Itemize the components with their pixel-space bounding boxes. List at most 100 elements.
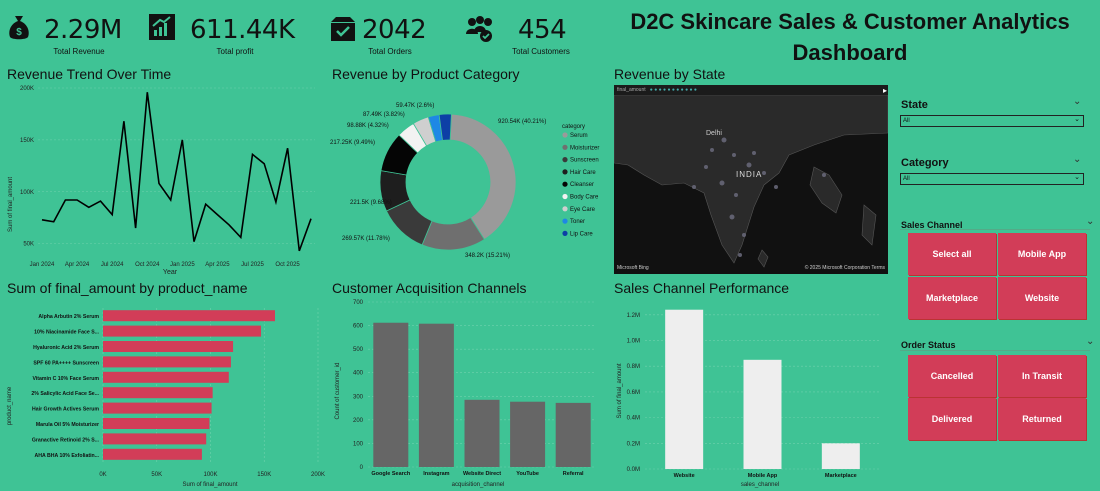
- product-bar[interactable]: [103, 310, 275, 322]
- product-category-label: Alpha Arbutin 2% Serum: [38, 314, 99, 320]
- acquisition-category-label: YouTube: [516, 471, 539, 477]
- map-legend-strip: final_amount ● ● ● ● ● ● ● ● ● ● ●: [614, 85, 888, 95]
- sales-bar[interactable]: [821, 443, 860, 469]
- sales-category-label: Mobile App: [748, 473, 778, 479]
- product-bar[interactable]: [103, 433, 207, 445]
- donut-slice-serum[interactable]: [449, 113, 517, 240]
- trend-x-tick: Apr 2024: [65, 262, 90, 268]
- tile-mobile-app[interactable]: Mobile App: [998, 233, 1086, 275]
- trend-y-axis-label: Sum of final_amount: [8, 177, 14, 232]
- legend-entry[interactable]: Toner: [570, 219, 585, 225]
- sales-y-tick: 0.0M: [627, 467, 640, 473]
- product-y-axis-label: product_name: [7, 386, 13, 425]
- tile-marketplace[interactable]: Marketplace: [908, 277, 996, 319]
- sales-y-tick: 0.8M: [627, 364, 640, 370]
- slice-label-serum: 920.54K (40.21%): [498, 119, 546, 125]
- tile-cancelled[interactable]: Cancelled: [908, 355, 996, 397]
- state-slicer-title: State: [901, 99, 928, 111]
- dashboard-title-line1: D2C Skincare Sales & Customer Analytics: [630, 9, 1070, 34]
- slice-label-cleanser: 217.25K (9.49%): [330, 140, 375, 146]
- map-label-india: INDIA: [736, 170, 763, 179]
- legend-entry[interactable]: Hair Care: [570, 170, 596, 176]
- product-bar[interactable]: [103, 448, 202, 460]
- map-scroll-icon[interactable]: ▸: [883, 86, 888, 95]
- acquisition-bar[interactable]: [510, 401, 546, 467]
- product-category-label: SPF 60 PA++++ Sunscreen: [33, 360, 99, 366]
- revenue-category-title: Revenue by Product Category: [332, 66, 520, 82]
- tile-website[interactable]: Website: [998, 277, 1086, 319]
- acquisition-bar[interactable]: [418, 323, 454, 467]
- sales-y-tick: 0.4M: [627, 416, 640, 422]
- acquisition-bar[interactable]: [555, 402, 591, 467]
- map-legend-dots: ● ● ● ● ● ● ● ● ● ● ●: [647, 87, 697, 93]
- product-bar[interactable]: [103, 356, 231, 368]
- legend-entry[interactable]: Serum: [570, 133, 588, 139]
- product-amount-chart: Alpha Arbutin 2% Serum 10% Niacinamide Fa…: [7, 308, 325, 488]
- legend-entry[interactable]: Eye Care: [570, 207, 596, 213]
- svg-text:$: $: [16, 27, 22, 38]
- trend-series-line: [41, 92, 312, 252]
- product-bar[interactable]: [103, 371, 229, 383]
- trend-x-tick: Oct 2025: [275, 262, 300, 268]
- legend-marker: [562, 181, 568, 187]
- tile-delivered[interactable]: Delivered: [908, 398, 996, 440]
- chevron-down-icon[interactable]: ⌄: [1073, 96, 1082, 107]
- chevron-down-icon[interactable]: ⌄: [1086, 336, 1095, 347]
- acquisition-chart: 700 600 500 400 300 200 100 0 Google Search Inst…: [335, 300, 596, 488]
- trend-y-tick: 150K: [20, 138, 34, 144]
- revenue-state-map[interactable]: final_amount ● ● ● ● ● ● ● ● ● ● ● Delhi…: [614, 85, 888, 274]
- legend-marker: [562, 144, 568, 150]
- kpi-label: Total Revenue: [53, 47, 105, 56]
- sales-category-label: Marketplace: [825, 473, 857, 479]
- slice-label-toner: 59.47K (2.6%): [396, 103, 434, 109]
- product-category-label: 10% Niacinamide Face S...: [34, 330, 99, 336]
- product-bar[interactable]: [103, 402, 212, 414]
- trend-x-tick: Jan 2025: [170, 262, 195, 268]
- acquisition-y-axis-label: Count of customer_id: [335, 362, 341, 419]
- acquisition-bar[interactable]: [464, 399, 500, 467]
- legend-marker: [562, 169, 568, 175]
- acquisition-title: Customer Acquisition Channels: [332, 280, 527, 296]
- acquisition-category-label: Google Search: [371, 471, 410, 477]
- trend-x-axis-label: Year: [163, 269, 178, 276]
- kpi-value: 2042: [362, 15, 427, 45]
- acquisition-category-label: Instagram: [423, 471, 449, 477]
- category-dropdown[interactable]: All ⌄: [900, 173, 1084, 185]
- legend-entry[interactable]: Moisturizer: [570, 145, 599, 151]
- product-bar[interactable]: [103, 387, 213, 399]
- donut-slice-lip-care[interactable]: [438, 113, 452, 141]
- product-bar[interactable]: [103, 418, 210, 429]
- product-category-label: Granactive Retinoid 2% S...: [32, 437, 100, 443]
- product-x-tick: 100K: [203, 472, 217, 478]
- sales-bar[interactable]: [743, 359, 782, 469]
- legend-entry[interactable]: Body Care: [570, 195, 599, 201]
- product-bar[interactable]: [103, 341, 234, 352]
- tile-in-transit[interactable]: In Transit: [998, 355, 1086, 397]
- product-x-tick: 50K: [151, 472, 162, 478]
- sales-y-tick: 0.2M: [627, 441, 640, 447]
- slice-label-hair-care: 221.5K (9.68%): [350, 200, 392, 206]
- chevron-down-icon: ⌄: [1074, 174, 1080, 181]
- legend-marker: [562, 218, 568, 224]
- slice-label-hair-care-text: 221.5K (9.68%): [350, 200, 392, 206]
- product-category-label: 2% Salicylic Acid Face Se...: [31, 391, 99, 397]
- revenue-category-chart: 920.54K (40.21%) 348.2K (15.21%) 269.57K…: [330, 103, 599, 259]
- product-bar[interactable]: [103, 325, 262, 337]
- sales-y-axis-label: Sum of final_amount: [617, 363, 623, 418]
- legend-entry[interactable]: Lip Care: [570, 231, 593, 237]
- acquisition-y-tick: 700: [353, 300, 364, 306]
- legend-entry[interactable]: Cleanser: [570, 182, 594, 188]
- legend-marker: [562, 230, 568, 236]
- legend-entry[interactable]: Sunscreen: [570, 158, 599, 164]
- state-dropdown[interactable]: All ⌄: [900, 115, 1084, 127]
- slice-label-sunscreen: 269.57K (11.78%): [342, 236, 390, 242]
- sales-bar[interactable]: [665, 309, 704, 469]
- chevron-down-icon[interactable]: ⌄: [1086, 216, 1095, 227]
- tile-select-all[interactable]: Select all: [908, 233, 996, 275]
- acquisition-bar[interactable]: [373, 322, 409, 467]
- product-category-label: Hair Growth Actives Serum: [32, 407, 99, 413]
- legend-marker: [562, 193, 568, 200]
- tile-returned[interactable]: Returned: [998, 398, 1086, 440]
- chevron-down-icon[interactable]: ⌄: [1073, 154, 1082, 165]
- slice-label-moisturizer: 348.2K (15.21%): [465, 253, 510, 259]
